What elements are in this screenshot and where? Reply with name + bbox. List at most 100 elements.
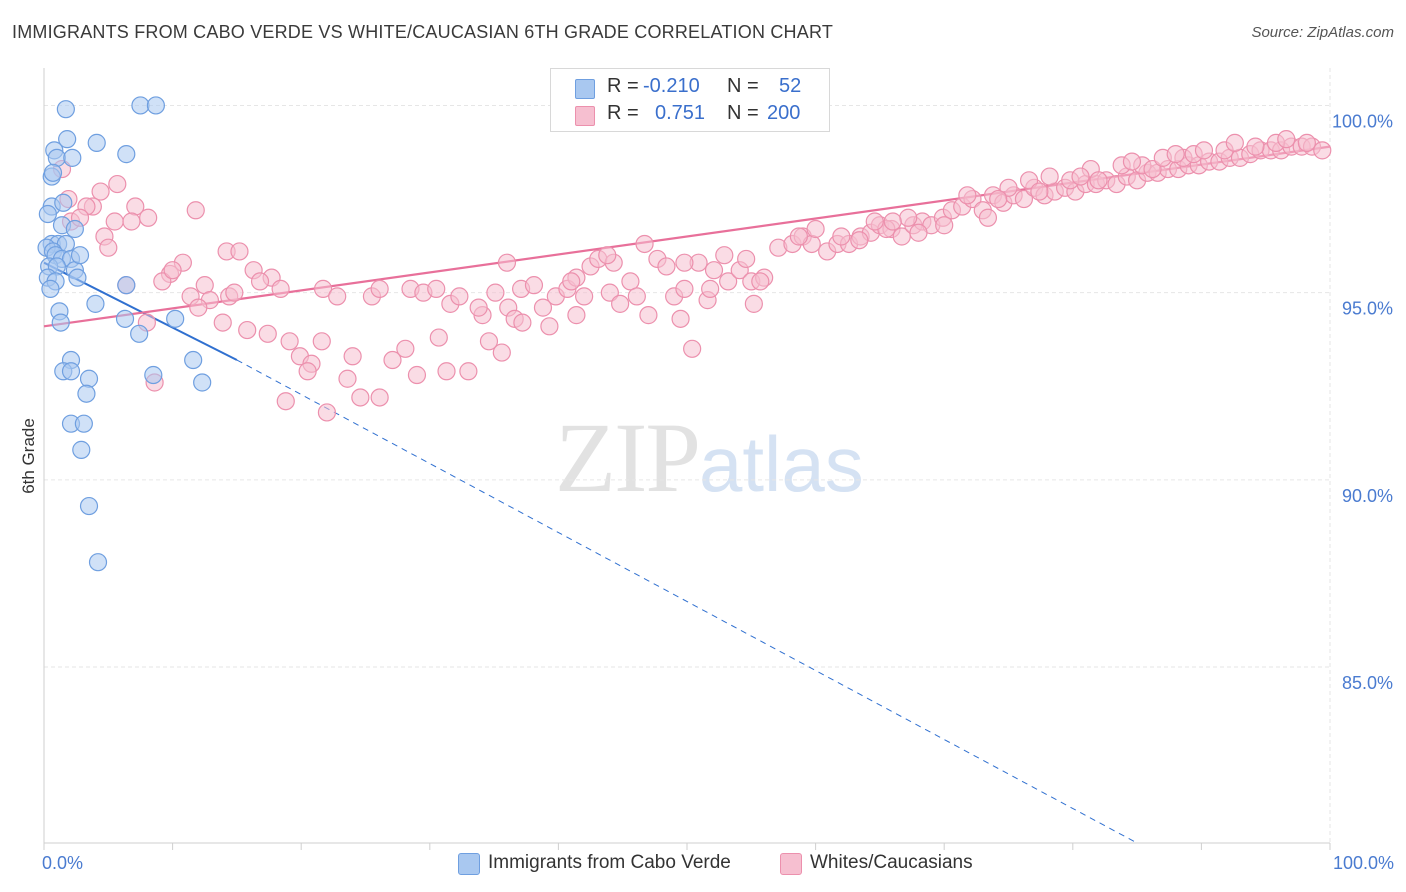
whites-point xyxy=(450,287,469,306)
cabo-verde-point xyxy=(43,163,63,182)
data-points xyxy=(37,96,1332,572)
whites-point xyxy=(737,249,756,269)
legend-r-label: R = xyxy=(607,75,639,97)
whites-point xyxy=(567,306,586,325)
whites-point xyxy=(139,208,158,227)
whites-point xyxy=(328,287,347,306)
whites-point xyxy=(258,324,277,343)
correlation-legend: R = -0.210 N = 52 R = 0.751 N = 200 xyxy=(550,68,830,132)
whites-point xyxy=(497,253,517,272)
whites-point xyxy=(1194,141,1214,160)
whites-point xyxy=(396,339,415,358)
bottom-legend-swatch-pink xyxy=(780,853,802,875)
whites-point xyxy=(524,276,544,295)
cabo-verde-point xyxy=(41,279,60,298)
cabo-verde-point xyxy=(51,313,70,332)
cabo-verde-point xyxy=(131,96,150,115)
legend-r-value: 0.751 xyxy=(655,102,706,124)
whites-point xyxy=(657,257,676,276)
cabo-verde-point xyxy=(58,130,77,149)
y-tick-label: 95.0% xyxy=(1342,299,1393,319)
whites-point xyxy=(935,216,954,235)
whites-point xyxy=(832,227,851,246)
whites-point xyxy=(313,279,333,298)
whites-point xyxy=(701,279,720,298)
whites-point xyxy=(744,294,763,313)
whites-point xyxy=(1297,133,1316,152)
watermark-atlas: atlas xyxy=(699,420,864,508)
x-tick-label: 100.0% xyxy=(1333,853,1394,873)
whites-point xyxy=(370,279,389,298)
whites-point xyxy=(1014,189,1034,209)
whites-point xyxy=(675,279,694,298)
whites-point xyxy=(429,328,448,347)
bottom-legend-swatch-blue xyxy=(458,853,480,875)
whites-point xyxy=(683,339,702,358)
watermark-zip: ZIP xyxy=(555,402,701,513)
whites-point xyxy=(865,212,884,231)
whites-point xyxy=(1030,182,1049,201)
cabo-verde-point xyxy=(115,309,135,328)
y-tick-label: 85.0% xyxy=(1342,673,1393,693)
whites-point xyxy=(635,234,654,254)
whites-point xyxy=(562,272,581,291)
cabo-verde-point xyxy=(77,384,96,403)
whites-point xyxy=(1225,133,1244,152)
whites-point xyxy=(806,219,825,239)
cabo-verde-point xyxy=(56,100,75,119)
cabo-verde-point xyxy=(88,553,108,572)
whites-point xyxy=(540,317,559,336)
whites-point xyxy=(1246,137,1265,156)
cabo-verde-point xyxy=(61,362,81,381)
legend-n-label: N = xyxy=(727,102,759,124)
cabo-verde-point xyxy=(38,204,57,224)
axes xyxy=(43,68,1331,850)
source-label: Source: ZipAtlas.com xyxy=(1251,24,1394,41)
whites-point xyxy=(122,212,141,231)
whites-point xyxy=(1019,171,1039,190)
whites-point xyxy=(611,294,630,313)
cabo-verde-point xyxy=(79,369,99,388)
legend-row-cabo-verde: R = -0.210 N = 52 xyxy=(575,75,801,101)
whites-point xyxy=(789,227,808,246)
whites-point xyxy=(1166,145,1185,164)
cabo-verde-point xyxy=(68,268,87,287)
whites-point xyxy=(513,313,532,332)
grid-lines xyxy=(44,68,1331,843)
cabo-verde-point xyxy=(54,193,73,212)
whites-point xyxy=(883,212,902,231)
whites-point xyxy=(186,201,205,220)
whites-point xyxy=(492,343,511,362)
whites-point xyxy=(189,298,208,317)
whites-point xyxy=(958,186,977,205)
whites-point xyxy=(153,272,172,291)
whites-point xyxy=(91,182,110,201)
cabo-verde-point xyxy=(70,246,90,265)
whites-point xyxy=(99,238,118,257)
y-tick-label: 90.0% xyxy=(1342,486,1393,506)
whites-point xyxy=(675,253,694,272)
whites-point xyxy=(1071,167,1090,186)
whites-point xyxy=(469,298,488,317)
cabo-verde-point xyxy=(87,133,106,152)
whites-point xyxy=(280,332,299,351)
whites-point xyxy=(271,279,290,298)
whites-point xyxy=(486,283,505,302)
whites-point xyxy=(598,246,617,265)
legend-row-whites: R = 0.751 N = 200 xyxy=(575,102,800,128)
whites-point xyxy=(105,212,124,231)
cabo-verde-point xyxy=(47,148,66,167)
whites-point xyxy=(338,369,357,388)
whites-point xyxy=(312,332,331,351)
cabo-verde-point xyxy=(72,440,91,459)
whites-point xyxy=(163,261,182,280)
cabo-verde-trend-extension xyxy=(236,359,1138,844)
whites-point xyxy=(989,189,1008,209)
whites-point xyxy=(383,350,402,370)
cabo-verde-point xyxy=(130,324,149,343)
whites-point xyxy=(427,279,446,298)
chart-title: IMMIGRANTS FROM CABO VERDE VS WHITE/CAUC… xyxy=(12,22,834,42)
watermark: ZIPatlas xyxy=(555,400,864,515)
whites-point xyxy=(343,347,362,366)
